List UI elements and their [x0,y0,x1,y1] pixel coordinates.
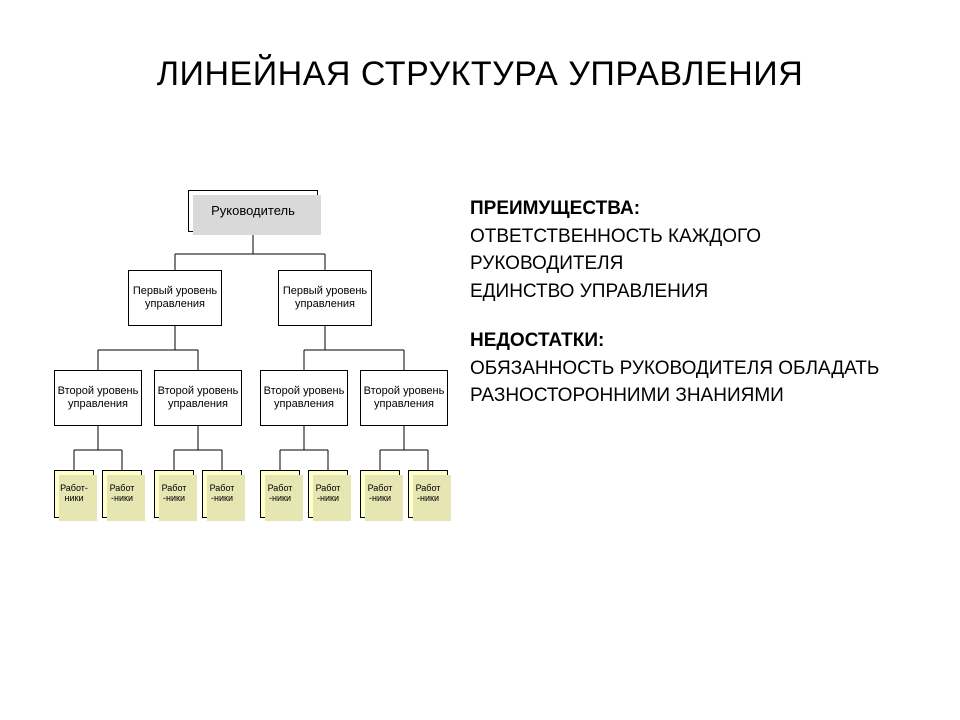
org-chart: Руководитель Первый уровень управления Пер… [48,190,468,560]
org-node-leaf: Работ-ники [54,470,94,518]
disadvantages-line: РАЗНОСТОРОННИМИ ЗНАНИЯМИ [470,382,910,410]
org-node-leaf: Работ -ники [260,470,300,518]
org-node-level2: Второй уровень управления [154,370,242,426]
advantages-line: ОТВЕТСТВЕННОСТЬ КАЖДОГО РУКОВОДИТЕЛЯ [470,223,910,278]
org-node-leaf: Работ -ники [102,470,142,518]
org-node-level2: Второй уровень управления [360,370,448,426]
disadvantages-line: ОБЯЗАННОСТЬ РУКОВОДИТЕЛЯ ОБЛАДАТЬ [470,355,910,383]
org-node-leaf: Работ -ники [360,470,400,518]
advantages-header: ПРЕИМУЩЕСТВА: [470,195,910,223]
org-node-leaf: Работ -ники [408,470,448,518]
org-node-level2: Второй уровень управления [260,370,348,426]
org-node-level1: Первый уровень управления [128,270,222,326]
org-node-leaf: Работ -ники [202,470,242,518]
org-node-level2: Второй уровень управления [54,370,142,426]
advantages-line: ЕДИНСТВО УПРАВЛЕНИЯ [470,278,910,306]
org-node-level1: Первый уровень управления [278,270,372,326]
org-node-leaf: Работ -ники [154,470,194,518]
org-node-root: Руководитель [188,190,318,232]
disadvantages-header: НЕДОСТАТКИ: [470,327,910,355]
text-column: ПРЕИМУЩЕСТВА: ОТВЕТСТВЕННОСТЬ КАЖДОГО РУ… [470,195,910,410]
org-node-leaf: Работ -ники [308,470,348,518]
page-title: ЛИНЕЙНАЯ СТРУКТУРА УПРАВЛЕНИЯ [0,55,960,94]
slide: ЛИНЕЙНАЯ СТРУКТУРА УПРАВЛЕНИЯ ПРЕИМУЩЕСТ… [0,0,960,720]
